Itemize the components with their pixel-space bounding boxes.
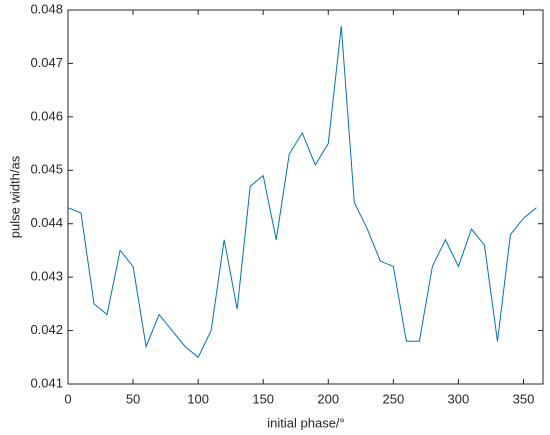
y-tick-label: 0.042 (30, 322, 63, 337)
x-tick-label: 200 (317, 391, 339, 406)
x-tick-label: 0 (64, 391, 71, 406)
y-axis-label: pulse width/as (7, 155, 22, 238)
x-tick-label: 50 (126, 391, 140, 406)
x-tick-label: 100 (187, 391, 209, 406)
y-tick-label: 0.046 (30, 108, 63, 123)
x-axis-label: initial phase/° (267, 415, 344, 430)
y-tick-label: 0.047 (30, 55, 63, 70)
plot-frame (67, 9, 544, 385)
y-tick-label: 0.044 (30, 215, 63, 230)
data-line (67, 25, 537, 359)
x-tick-label: 250 (382, 391, 404, 406)
x-tick-label: 150 (252, 391, 274, 406)
y-tick-label: 0.041 (30, 375, 63, 390)
y-tick-label: 0.048 (30, 1, 63, 16)
y-tick-label: 0.045 (30, 162, 63, 177)
y-tick-label: 0.043 (30, 269, 63, 284)
x-tick-label: 300 (448, 391, 470, 406)
x-tick-label: 350 (513, 391, 535, 406)
